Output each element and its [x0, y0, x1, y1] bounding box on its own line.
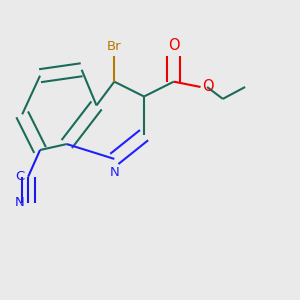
Text: N: N [15, 196, 25, 208]
Text: C: C [15, 170, 25, 183]
Text: O: O [202, 80, 214, 94]
Text: O: O [168, 38, 180, 53]
Text: N: N [110, 166, 119, 179]
Text: Br: Br [107, 40, 122, 53]
